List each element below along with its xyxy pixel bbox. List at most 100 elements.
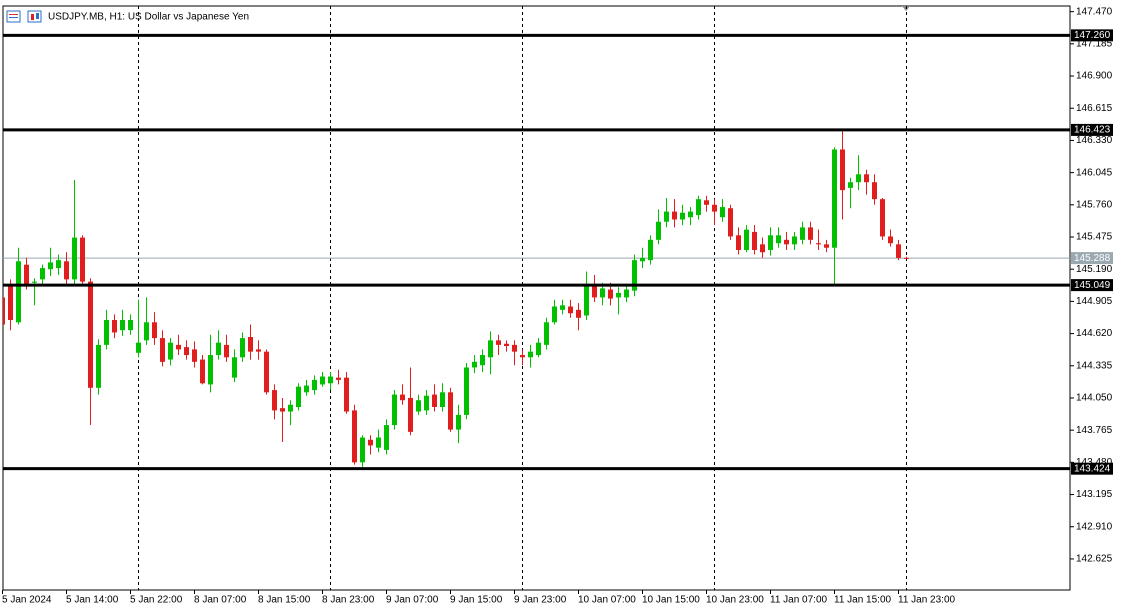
- candle-body: [144, 322, 149, 341]
- candle-body: [568, 306, 573, 314]
- x-tick-label: 10 Jan 15:00: [642, 595, 700, 606]
- candle-body: [264, 351, 269, 393]
- y-tick-label: 145.475: [1076, 232, 1113, 243]
- candle-body: [824, 244, 829, 248]
- candle-body: [472, 361, 477, 368]
- candle-body: [784, 239, 789, 245]
- icon-bar: [36, 13, 39, 19]
- candle-body: [360, 437, 365, 463]
- candle-body: [576, 309, 581, 318]
- candle-body: [304, 385, 309, 393]
- candle-body: [600, 288, 605, 298]
- candle-body: [680, 212, 685, 220]
- candle-body: [832, 149, 837, 248]
- candle-body: [632, 260, 637, 291]
- candle-body: [160, 338, 165, 362]
- candle-body: [232, 357, 237, 378]
- candle-body: [864, 174, 869, 183]
- candle-body: [24, 264, 29, 286]
- y-tick-label: 145.190: [1076, 264, 1113, 275]
- candle-body: [888, 236, 893, 244]
- candle-body: [504, 343, 509, 347]
- plot: [3, 6, 1070, 590]
- candle-body: [872, 182, 877, 200]
- y-tick-label: 144.620: [1076, 328, 1113, 339]
- candle-body: [648, 239, 653, 261]
- candle-body: [3, 297, 5, 325]
- candle-body: [120, 320, 125, 331]
- candle-body: [592, 283, 597, 298]
- candle-body: [248, 336, 253, 352]
- candle-body: [336, 377, 341, 380]
- y-tick-label: 147.185: [1076, 38, 1113, 49]
- candle-body: [256, 349, 261, 352]
- candle-body: [128, 320, 133, 331]
- candle-body: [64, 261, 69, 280]
- y-tick-label: 145.760: [1076, 199, 1113, 210]
- candle-body: [808, 227, 813, 240]
- candle-body: [32, 281, 37, 283]
- candle-body: [904, 257, 909, 259]
- x-tick-label: 8 Jan 15:00: [258, 595, 311, 606]
- y-tick-label: 143.480: [1076, 457, 1113, 468]
- candle-body: [456, 414, 461, 430]
- candle-body: [192, 349, 197, 362]
- level-label-bg: [1071, 29, 1113, 42]
- x-tick-label: 11 Jan 15:00: [834, 595, 892, 606]
- candle-body: [520, 355, 525, 358]
- x-tick-label: 11 Jan 23:00: [898, 595, 956, 606]
- x-tick-label: 9 Jan 07:00: [386, 595, 439, 606]
- candle-body: [480, 355, 485, 366]
- y-tick-label: 146.615: [1076, 103, 1113, 114]
- candle-body: [880, 199, 885, 237]
- x-tick-label: 10 Jan 07:00: [578, 595, 636, 606]
- candle-body: [728, 208, 733, 237]
- y-tick-label: 144.050: [1076, 393, 1113, 404]
- candle-body: [112, 320, 117, 333]
- candle-body: [200, 359, 205, 384]
- y-tick-label: 146.045: [1076, 167, 1113, 178]
- candle-body: [384, 425, 389, 450]
- candle-body: [376, 437, 381, 448]
- candle-body: [696, 199, 701, 215]
- candle-body: [80, 237, 85, 282]
- y-tick-label: 144.335: [1076, 360, 1113, 371]
- candle-body: [656, 221, 661, 240]
- candle-body: [296, 386, 301, 408]
- level-label: 147.260: [1074, 30, 1111, 41]
- candle-body: [136, 342, 141, 353]
- candle-body: [896, 244, 901, 258]
- candle-body: [528, 351, 533, 358]
- candle-body: [848, 182, 853, 188]
- candle-body: [352, 410, 357, 463]
- candle-body: [424, 395, 429, 411]
- candle-body: [168, 342, 173, 360]
- candle-body: [288, 404, 293, 412]
- candle-body: [152, 322, 157, 339]
- candle-body: [16, 261, 21, 323]
- candle-body: [392, 394, 397, 426]
- candle-body: [560, 305, 565, 310]
- candle-body: [56, 260, 61, 269]
- candle-body: [496, 340, 501, 345]
- candle-body: [840, 149, 845, 191]
- candle-body: [664, 211, 669, 222]
- candle-body: [416, 400, 421, 412]
- candle-body: [176, 344, 181, 350]
- candle-body: [216, 342, 221, 356]
- candle-body: [96, 344, 101, 388]
- x-tick-label: 5 Jan 2024: [2, 595, 52, 606]
- candle-body: [704, 200, 709, 205]
- bid-label-bg: [1071, 252, 1113, 265]
- candle-body: [408, 397, 413, 432]
- candle-body: [544, 322, 549, 345]
- candle-body: [712, 204, 717, 212]
- candle-body: [8, 285, 13, 321]
- candle-body: [40, 268, 45, 280]
- candle-body: [464, 367, 469, 415]
- candle-body: [432, 394, 437, 408]
- y-tick-label: 146.900: [1076, 71, 1113, 82]
- x-tick-label: 5 Jan 22:00: [130, 595, 183, 606]
